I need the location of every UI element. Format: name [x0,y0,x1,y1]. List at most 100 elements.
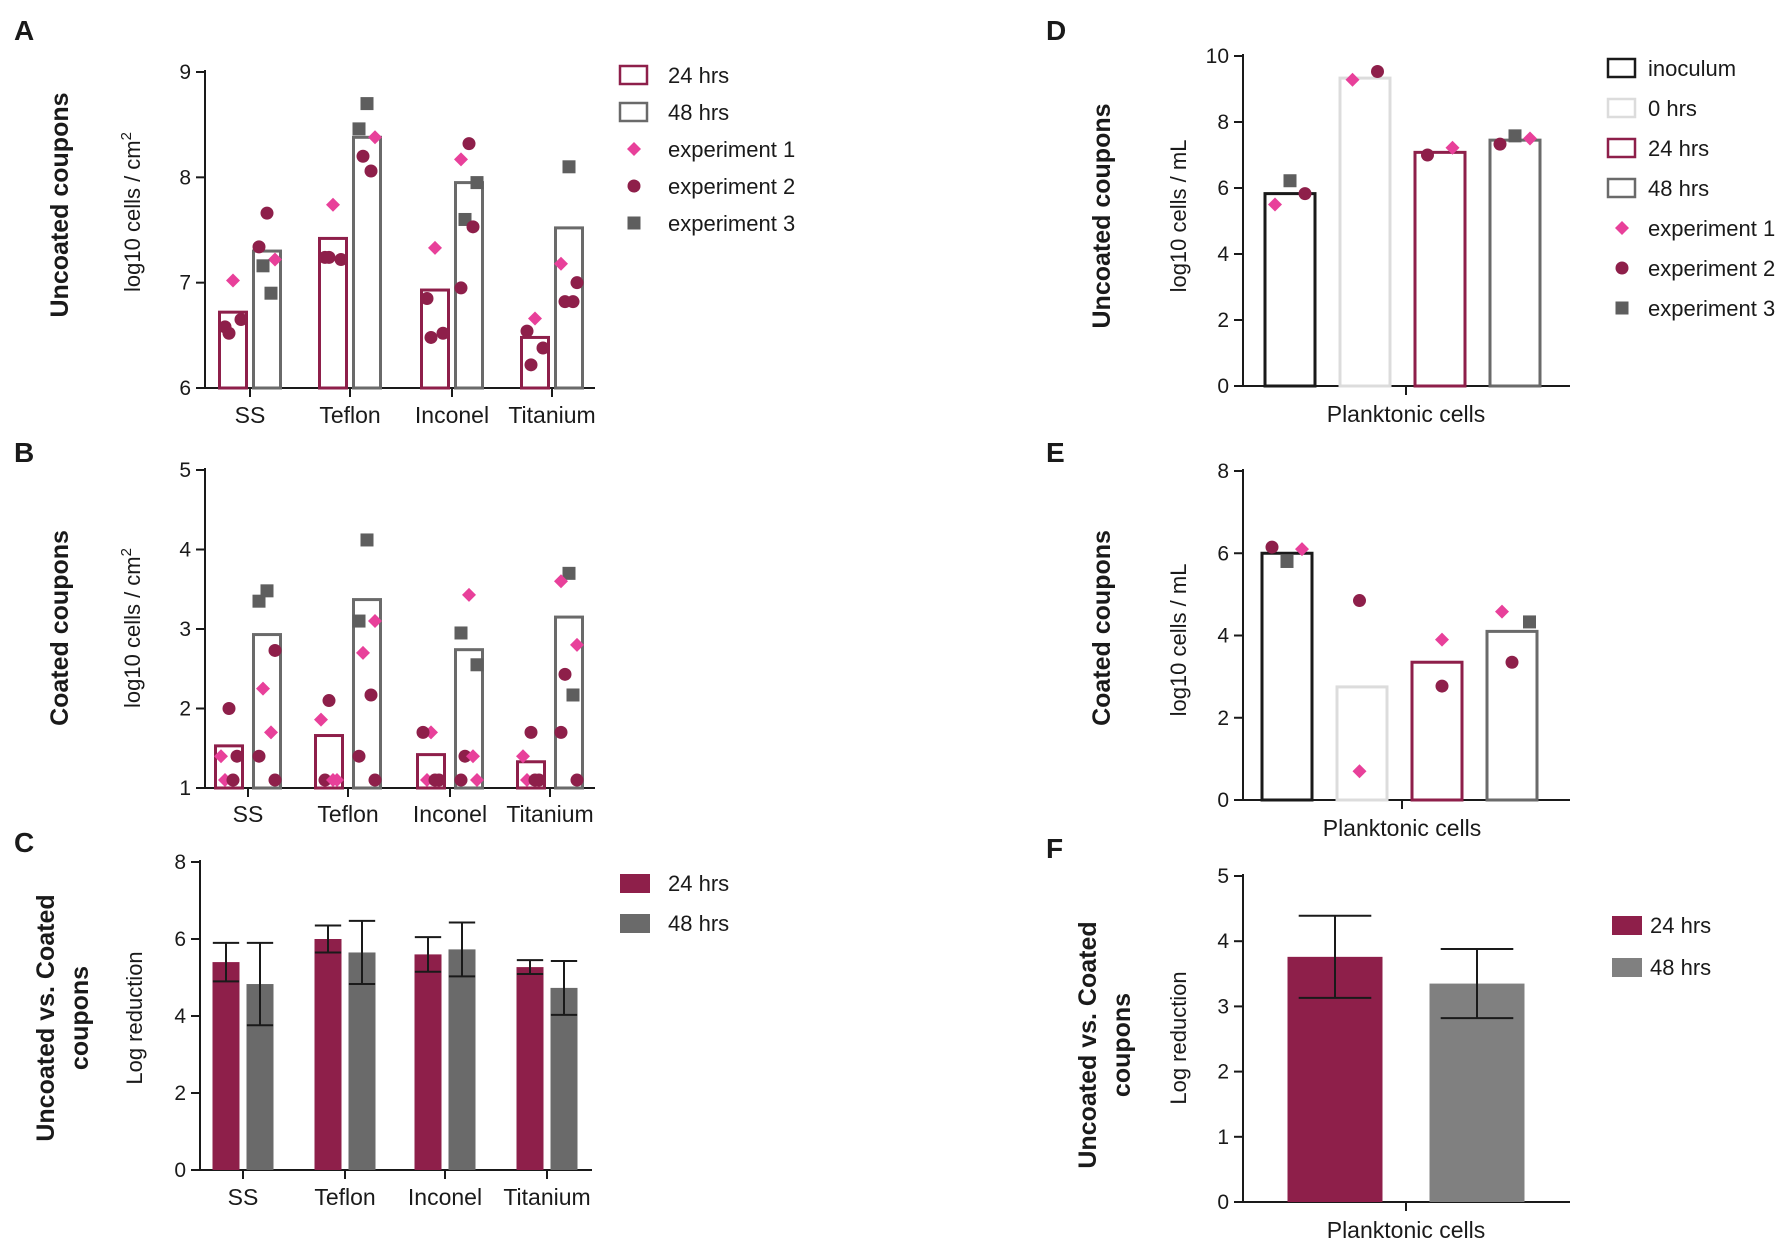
data-point-experiment-3 [566,688,580,702]
y-axis-label: log10 cells / mL [1166,564,1191,717]
bar [448,949,476,1170]
y-tick-label: 3 [179,618,191,641]
category-label: Titanium [503,1184,590,1210]
row-label-line: coupons [1108,993,1136,1097]
bar [314,734,344,790]
legend-label: experiment 2 [1648,256,1775,281]
row-label: Coated coupons [1088,530,1116,726]
legend: 24 hrs 48 hrs experiment 1 experiment 2 expe… [618,63,795,236]
legend-marker-diamond [627,142,641,156]
data-point-experiment-1 [1523,131,1537,146]
y-tick-label: 1 [179,777,191,800]
data-point-experiment-2 [520,324,534,338]
data-point-experiment-3 [360,97,374,111]
y-tick-label: 0 [1217,789,1229,812]
data-point-experiment-2 [1298,187,1312,201]
data-point-experiment-2 [466,220,480,234]
bar [414,954,442,1170]
bar [1410,660,1464,802]
legend-swatch [1612,958,1642,977]
row-label-line: Uncoated coupons [46,92,74,317]
data-point-experiment-3 [360,533,374,547]
data-point-experiment-2 [222,326,236,340]
data-point-experiment-2 [364,164,378,178]
y-tick-label: 3 [1217,995,1229,1018]
bar [1260,551,1314,802]
data-point-experiment-2 [416,725,430,739]
data-point-experiment-3 [264,286,278,300]
y-axis-label: Log reduction [1166,971,1191,1104]
y-axis-label-superscript: 2 [118,132,135,140]
row-label-line: Coated coupons [1088,530,1116,726]
bar [516,967,544,1170]
data-point-experiment-3 [352,614,366,628]
data-point-experiment-2 [436,326,450,340]
data-point-experiment-2 [234,313,248,327]
data-point-experiment-2 [226,773,240,787]
y-axis-label: log10 cells / cm2 [118,132,145,292]
data-point-experiment-1 [264,725,278,740]
data-point-experiment-2 [322,250,336,264]
data-point-experiment-2 [420,291,434,305]
y-tick-label: 8 [174,851,186,874]
data-point-experiment-2 [458,749,472,763]
bar [214,744,244,790]
row-label-line: Uncoated vs. Coated [32,894,60,1141]
y-tick-label: 4 [1217,625,1229,648]
category-label: Teflon [319,402,380,428]
category-label: Inconel [408,1184,482,1210]
legend: 24 hrs 48 hrs [620,871,729,936]
category-label: Titanium [508,402,595,428]
y-tick-label: 4 [1217,930,1229,953]
data-point-experiment-2 [1421,148,1434,162]
y-tick-label: 2 [1217,707,1229,730]
data-point-experiment-1 [1495,604,1509,619]
legend-swatch [620,914,650,933]
bar [1429,983,1525,1202]
legend-label: experiment 3 [668,211,795,236]
y-tick-label: 8 [179,166,191,189]
y-tick-label: 2 [174,1082,186,1105]
data-point-experiment-2 [1265,540,1279,554]
category-label: Teflon [314,1184,375,1210]
data-point-experiment-2 [1371,65,1384,79]
y-tick-label: 6 [1217,542,1229,565]
data-point-experiment-2 [260,206,274,220]
data-point-experiment-1 [326,773,340,788]
legend-label: 48 hrs [1650,955,1711,980]
panel-f: F Uncoated vs. Coated coupons Log reduction… [1046,833,1711,1242]
data-point-experiment-2 [1493,137,1507,151]
data-point-experiment-3 [562,160,576,174]
data-point-experiment-2 [1353,594,1366,608]
legend-label: 0 hrs [1648,96,1697,121]
data-point-experiment-2 [524,358,538,372]
row-label-line: Uncoated vs. Coated [1074,921,1102,1168]
data-point-experiment-2 [462,137,476,151]
data-point-experiment-1 [516,749,530,764]
category-label: SS [228,1184,259,1210]
data-point-experiment-3 [454,626,468,640]
data-point-experiment-2 [524,725,538,739]
data-point-experiment-1 [314,712,328,727]
legend-label: inoculum [1648,56,1736,81]
legend-swatch [618,101,649,123]
y-axis-label: log10 cells / cm2 [118,548,145,708]
data-point-experiment-2 [536,341,550,355]
panel-e: E Coated coupons log10 cells / mL 0 2 4 6 8 Plan… [1046,437,1570,841]
bar [416,753,446,790]
category-label: Inconel [413,801,487,827]
bar [550,987,578,1170]
bar [516,760,546,790]
data-point-experiment-3 [1523,615,1536,629]
y-tick-label: 7 [179,272,191,295]
data-point-experiment-2 [334,252,348,266]
y-tick-label: 0 [1217,1191,1229,1214]
data-point-experiment-1 [356,645,370,660]
y-tick-label: 2 [1217,309,1229,332]
legend-label: experiment 2 [668,174,795,199]
y-axis-label: Log reduction [122,951,147,1084]
legend-label: 48 hrs [668,911,729,936]
row-label-line: Uncoated coupons [1088,103,1116,328]
data-point-experiment-1 [368,614,382,629]
y-tick-label: 6 [174,928,186,951]
